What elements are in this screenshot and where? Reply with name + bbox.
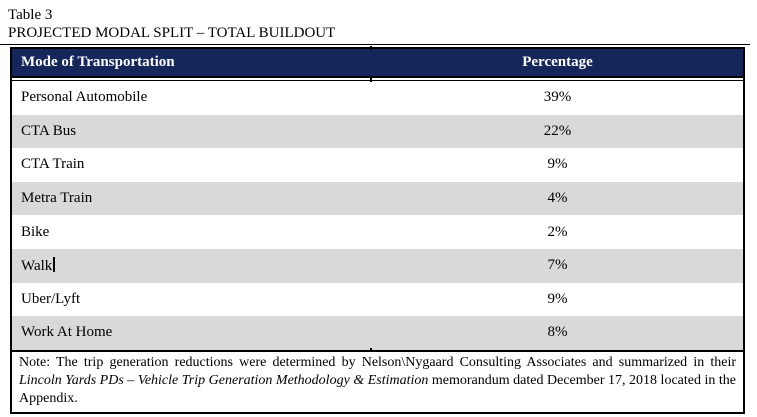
table-caption-title[interactable]: PROJECTED MODAL SPLIT – TOTAL BUILDOUT [0, 24, 750, 45]
note-text-suffix: memorandum dated December 17, 2018 locat… [19, 372, 737, 406]
table-row: CTA Train 9% [12, 148, 743, 182]
header-cell-percentage[interactable]: Percentage [522, 54, 593, 70]
percentage-cell[interactable]: 22% [543, 122, 572, 139]
note-text-prefix: Note: The trip generation reductions wer… [19, 354, 736, 370]
mode-cell[interactable]: Personal Automobile [21, 89, 148, 106]
percentage-cell[interactable]: 4% [547, 190, 568, 207]
mode-cell-text: Walk [21, 257, 53, 274]
percentage-cell[interactable]: 39% [543, 89, 572, 106]
table-row: Work At Home 8% [12, 316, 743, 350]
table-row: Uber/Lyft 9% [12, 282, 743, 317]
mode-cell[interactable]: Walk [12, 256, 372, 275]
column-border-junction-tick [370, 46, 372, 50]
column-border-junction-tick [370, 78, 372, 82]
mode-cell[interactable]: Work At Home [21, 324, 113, 341]
percentage-cell[interactable]: 2% [547, 223, 568, 240]
mode-cell[interactable]: Metra Train [21, 190, 93, 207]
table-row: Bike 2% [12, 215, 743, 249]
header-cell-mode[interactable]: Mode of Transportation [21, 54, 175, 70]
table-row: Personal Automobile 39% [12, 81, 743, 115]
percentage-cell[interactable]: 9% [547, 290, 568, 307]
note-text-italic: Lincoln Yards PDs – Vehicle Trip Generat… [19, 372, 429, 388]
table-header-row: Mode of Transportation Percentage [12, 49, 743, 78]
mode-cell[interactable]: Bike [21, 223, 50, 240]
table-row: Metra Train 4% [12, 181, 743, 216]
percentage-cell[interactable]: 9% [547, 156, 568, 173]
mode-cell[interactable]: CTA Bus [21, 122, 77, 139]
text-cursor [53, 256, 55, 272]
mode-cell[interactable]: CTA Train [21, 156, 85, 173]
table-note[interactable]: Note: The trip generation reductions wer… [12, 349, 743, 412]
table-caption-number[interactable]: Table 3 [8, 7, 53, 23]
percentage-cell[interactable]: 8% [547, 324, 568, 341]
percentage-cell[interactable]: 7% [547, 257, 568, 274]
modal-split-table: Mode of Transportation Percentage Person… [10, 46, 745, 414]
column-border-junction-tick [370, 348, 372, 352]
header-divider [12, 78, 743, 81]
table-row: Walk 7% [12, 248, 743, 283]
table-row: CTA Bus 22% [12, 114, 743, 149]
mode-cell[interactable]: Uber/Lyft [21, 290, 81, 307]
